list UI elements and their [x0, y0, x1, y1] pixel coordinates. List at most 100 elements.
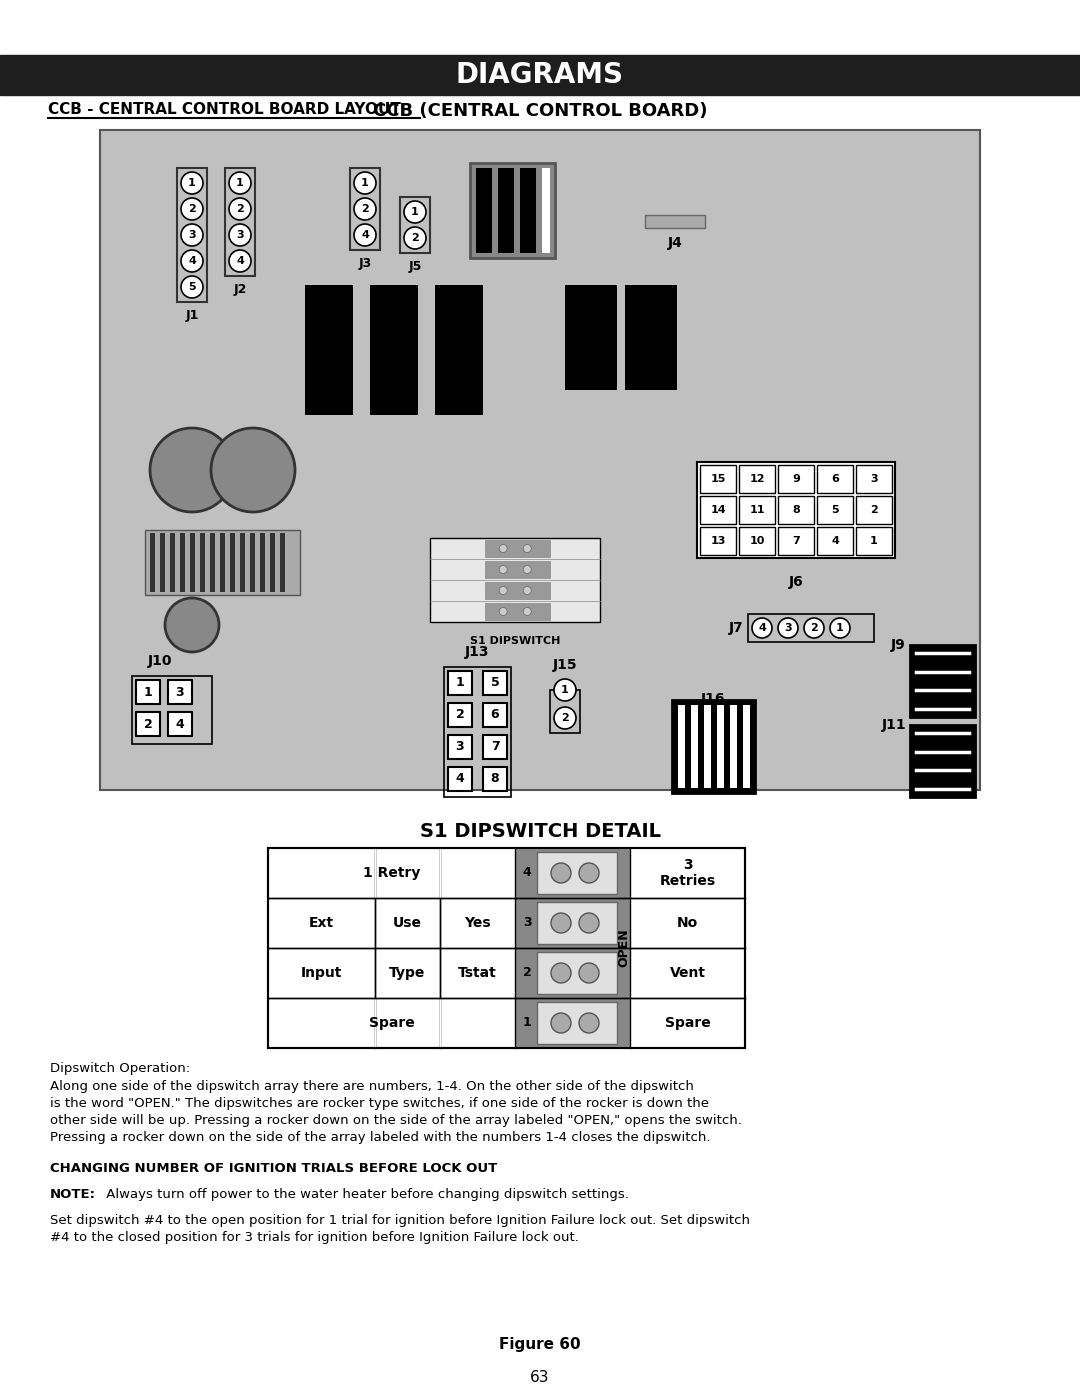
Circle shape — [551, 863, 571, 883]
Text: 1 Retry: 1 Retry — [363, 866, 420, 880]
Circle shape — [554, 707, 576, 729]
Bar — [914, 729, 971, 793]
Bar — [136, 712, 160, 736]
Bar — [910, 645, 975, 717]
Bar — [270, 534, 275, 592]
Bar — [730, 705, 737, 788]
Text: 2: 2 — [523, 967, 531, 979]
Text: 1: 1 — [870, 536, 878, 546]
Bar — [230, 534, 235, 592]
Text: S1 DIPSWITCH DETAIL: S1 DIPSWITCH DETAIL — [419, 821, 661, 841]
Bar — [778, 527, 814, 555]
Circle shape — [354, 172, 376, 194]
Circle shape — [229, 224, 251, 246]
Text: J13: J13 — [465, 645, 489, 659]
Bar — [717, 705, 724, 788]
Text: 15: 15 — [711, 474, 726, 483]
Bar — [448, 703, 472, 726]
Text: J10: J10 — [148, 654, 172, 668]
Text: 1: 1 — [562, 685, 569, 694]
Circle shape — [354, 224, 376, 246]
Circle shape — [165, 598, 219, 652]
Bar — [700, 496, 735, 524]
Bar — [476, 168, 492, 253]
Text: 6: 6 — [490, 708, 499, 721]
Text: 3: 3 — [456, 740, 464, 753]
Circle shape — [229, 198, 251, 219]
Bar — [448, 671, 472, 694]
Text: 12: 12 — [750, 474, 765, 483]
Text: J11: J11 — [881, 718, 906, 732]
Bar — [435, 285, 483, 415]
Bar — [537, 1002, 617, 1044]
Text: 3: 3 — [176, 686, 185, 698]
Bar — [739, 527, 775, 555]
Circle shape — [523, 545, 531, 552]
Circle shape — [181, 250, 203, 272]
Bar — [515, 848, 630, 1048]
Circle shape — [831, 617, 850, 638]
Text: 2: 2 — [456, 708, 464, 721]
Bar — [856, 527, 892, 555]
Text: 2: 2 — [810, 623, 818, 633]
Text: 1: 1 — [237, 177, 244, 189]
Text: 1: 1 — [188, 177, 195, 189]
Circle shape — [354, 198, 376, 219]
Bar — [645, 215, 705, 228]
Bar — [150, 534, 156, 592]
Bar — [448, 735, 472, 759]
Bar — [778, 465, 814, 493]
Bar — [160, 534, 165, 592]
Circle shape — [211, 427, 295, 511]
Circle shape — [554, 679, 576, 701]
Text: J3: J3 — [359, 257, 372, 270]
Bar — [739, 496, 775, 524]
Circle shape — [499, 545, 508, 552]
Text: 1: 1 — [523, 1017, 531, 1030]
Text: Spare: Spare — [664, 1016, 711, 1030]
Circle shape — [404, 226, 426, 249]
Circle shape — [499, 608, 508, 616]
Circle shape — [523, 587, 531, 595]
Bar — [240, 534, 245, 592]
Bar — [542, 168, 550, 253]
Text: 3: 3 — [237, 231, 244, 240]
Bar — [260, 534, 265, 592]
Text: 3: 3 — [784, 623, 792, 633]
Text: Spare: Spare — [368, 1016, 415, 1030]
Circle shape — [752, 617, 772, 638]
Text: CHANGING NUMBER OF IGNITION TRIALS BEFORE LOCK OUT: CHANGING NUMBER OF IGNITION TRIALS BEFOR… — [50, 1162, 497, 1175]
Text: 2: 2 — [411, 233, 419, 243]
Bar — [444, 666, 511, 798]
Bar — [168, 712, 192, 736]
Text: 2: 2 — [361, 204, 369, 214]
Bar — [485, 583, 550, 599]
Bar — [280, 534, 285, 592]
Circle shape — [181, 172, 203, 194]
Text: 63: 63 — [530, 1370, 550, 1386]
Bar — [550, 690, 580, 733]
Text: 4: 4 — [832, 536, 839, 546]
Text: 5: 5 — [490, 676, 499, 690]
Bar — [537, 951, 617, 995]
Bar — [914, 650, 971, 712]
Text: 5: 5 — [832, 504, 839, 515]
Bar — [625, 285, 677, 390]
Circle shape — [551, 1013, 571, 1032]
Bar — [430, 538, 600, 622]
Text: Vent: Vent — [670, 965, 705, 981]
Text: 8: 8 — [792, 504, 800, 515]
Bar — [180, 534, 185, 592]
Bar — [350, 168, 380, 250]
Text: DIAGRAMS: DIAGRAMS — [456, 61, 624, 89]
Bar — [672, 700, 755, 793]
Circle shape — [181, 198, 203, 219]
Bar — [691, 705, 698, 788]
Bar — [145, 529, 300, 595]
Text: J4: J4 — [667, 236, 683, 250]
Text: J7: J7 — [729, 622, 744, 636]
Text: J2: J2 — [233, 284, 246, 296]
Text: J16: J16 — [701, 692, 726, 705]
Bar — [704, 705, 711, 788]
Text: J6: J6 — [788, 576, 804, 590]
